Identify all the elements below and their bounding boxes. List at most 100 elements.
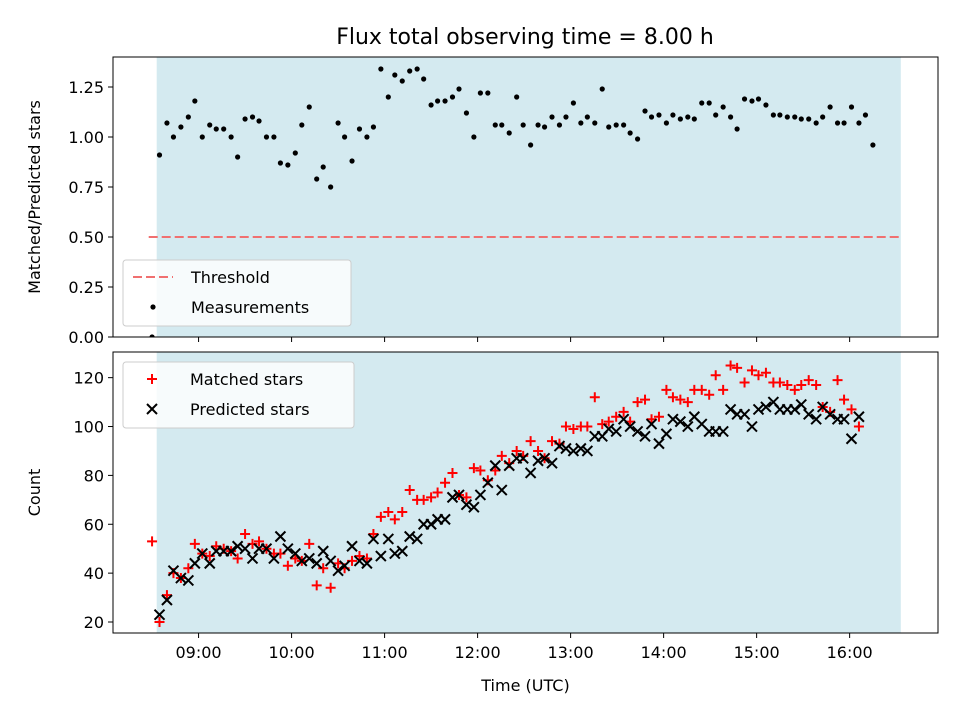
- matched-point: [696, 384, 707, 395]
- legend-predicted-swatch: [146, 403, 158, 415]
- predicted-point: [575, 442, 587, 455]
- measurement-point: [770, 112, 776, 118]
- matched-point: [368, 529, 379, 540]
- measurement-point: [242, 116, 248, 122]
- matched-point: [496, 450, 507, 461]
- matched-point: [611, 411, 622, 422]
- matched-point: [404, 485, 415, 496]
- matched-point: [311, 580, 322, 591]
- measurement-point: [848, 104, 855, 110]
- measurement-point: [399, 78, 405, 84]
- matched-point: [632, 397, 643, 408]
- measurement-point: [834, 120, 841, 126]
- measurement-point: [149, 334, 155, 337]
- matched-point: [661, 384, 672, 395]
- matched-point: [282, 560, 293, 571]
- measurement-point: [856, 120, 862, 126]
- matched-point: [618, 406, 629, 417]
- measurement-point: [578, 120, 584, 126]
- matched-point: [739, 377, 750, 388]
- matched-point: [682, 397, 693, 408]
- matched-point: [533, 445, 544, 456]
- figure-title: Flux total observing time = 8.00 h: [336, 25, 714, 50]
- measurement-point: [677, 116, 683, 122]
- matched-point: [183, 563, 194, 574]
- plot-area: [147, 360, 865, 628]
- measurement-point: [720, 104, 726, 110]
- x-tick-label: 15:00: [734, 643, 780, 662]
- measurement-point: [663, 120, 670, 126]
- measurement-point: [506, 130, 512, 136]
- predicted-point: [653, 437, 665, 450]
- matched-point: [774, 377, 785, 388]
- y-axis-label: Count: [25, 469, 44, 517]
- predicted-point: [682, 420, 694, 433]
- y-tick-label: 40: [84, 564, 104, 583]
- measurement-point: [749, 98, 755, 104]
- measurement-point: [471, 134, 477, 140]
- predicted-point: [225, 545, 237, 557]
- matched-point: [204, 551, 215, 562]
- matched-point: [760, 367, 771, 378]
- measurement-point: [320, 164, 326, 170]
- measurement-point: [299, 122, 305, 128]
- measurement-point: [563, 114, 569, 120]
- legend-predicted-label: Predicted stars: [190, 400, 310, 419]
- predicted-point: [660, 428, 673, 440]
- measurement-point: [335, 120, 341, 126]
- predicted-point: [274, 530, 287, 543]
- y-tick-label: 0.00: [68, 328, 104, 347]
- predicted-point: [182, 574, 195, 587]
- matched-point: [603, 416, 614, 427]
- x-tick-label: 12:00: [455, 643, 501, 662]
- x-tick-label: 16:00: [827, 643, 873, 662]
- matched-point: [383, 507, 394, 518]
- measurement-point: [827, 104, 833, 110]
- predicted-point: [624, 420, 636, 433]
- measurement-point: [621, 122, 627, 128]
- matched-point: [468, 463, 479, 474]
- x-tick-label: 11:00: [362, 643, 408, 662]
- predicted-point: [845, 433, 858, 445]
- predicted-point: [610, 425, 622, 438]
- predicted-point: [239, 542, 251, 555]
- matched-point: [389, 514, 400, 525]
- matched-point: [853, 421, 864, 432]
- matched-point: [354, 551, 365, 562]
- predicted-point: [760, 401, 772, 413]
- measurement-point: [370, 124, 377, 130]
- x-tick-label: 13:00: [548, 643, 594, 662]
- measurement-point: [656, 112, 662, 118]
- predicted-point: [717, 425, 729, 438]
- matched-point: [646, 414, 657, 425]
- measurement-point: [670, 112, 676, 118]
- matched-point: [426, 492, 437, 503]
- y-tick-label: 80: [84, 466, 104, 485]
- measurement-point: [156, 152, 163, 158]
- matched-point: [589, 392, 600, 403]
- matched-point: [154, 617, 165, 628]
- measurement-point: [741, 96, 748, 102]
- predicted-point: [631, 425, 644, 438]
- matched-point: [796, 379, 807, 390]
- y-tick-label: 20: [84, 613, 104, 632]
- predicted-point: [189, 557, 201, 570]
- predicted-point: [296, 555, 308, 567]
- matched-point: [789, 384, 800, 395]
- matched-point: [418, 494, 429, 505]
- measurement-point: [777, 112, 783, 118]
- measurement-point: [499, 122, 505, 128]
- measurement-point: [414, 66, 420, 72]
- predicted-point: [260, 542, 273, 555]
- matched-point: [667, 392, 678, 403]
- measurement-point: [820, 114, 826, 120]
- legend-box: [122, 361, 355, 429]
- measurement-point: [328, 184, 334, 190]
- measurement-point: [806, 116, 812, 122]
- matched-point: [725, 360, 736, 371]
- measurement-point: [277, 160, 284, 166]
- predicted-point: [538, 452, 551, 464]
- series-predicted-stars: [153, 396, 865, 621]
- matched-point: [640, 394, 651, 405]
- measurement-point: [485, 90, 491, 96]
